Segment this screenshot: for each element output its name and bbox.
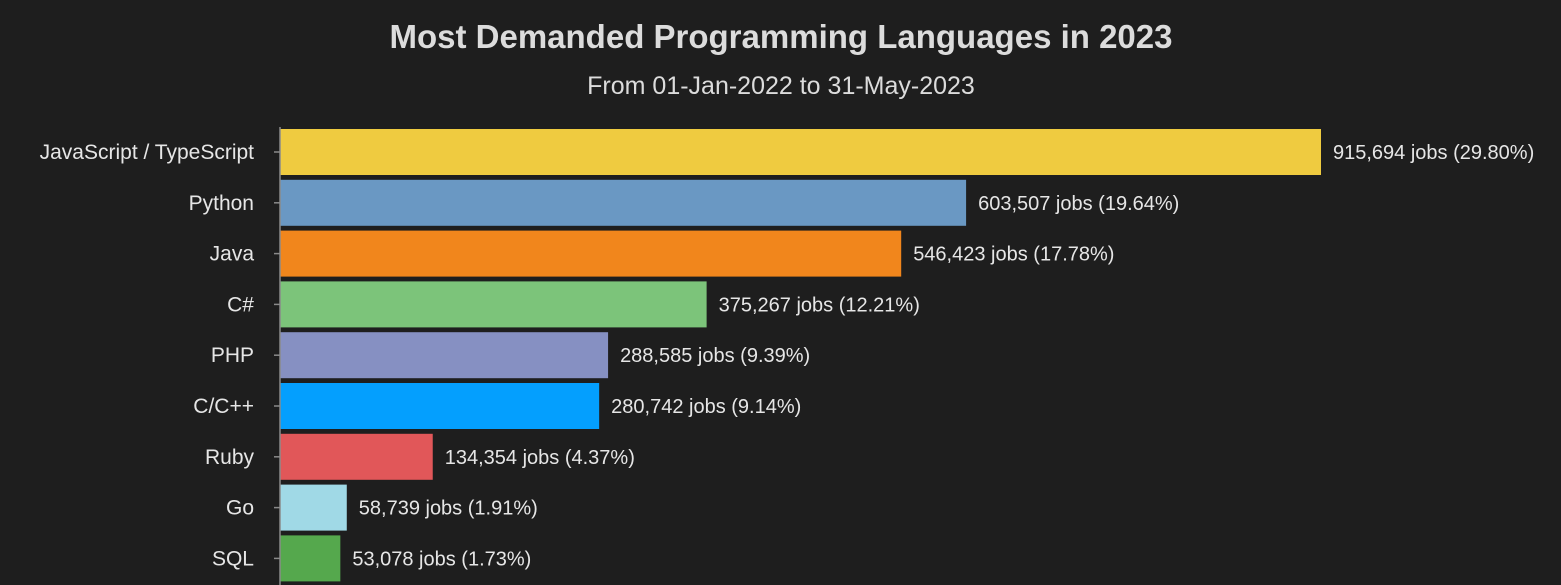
category-label: SQL (212, 547, 254, 570)
data-label: 375,267 jobs (12.21%) (719, 294, 920, 316)
bar-1 (280, 179, 967, 226)
data-label: 288,585 jobs (9.39%) (620, 345, 810, 367)
data-label: 58,739 jobs (1.91%) (359, 498, 538, 520)
bar-5 (280, 383, 600, 429)
category-label: JavaScript / TypeScript (40, 141, 255, 164)
category-label: C# (227, 293, 254, 316)
bar-3 (280, 281, 707, 328)
data-label: 915,694 jobs (29.80%) (1333, 142, 1534, 164)
bar-8 (280, 535, 341, 582)
category-label: Ruby (205, 446, 255, 469)
category-label: Python (189, 192, 254, 215)
data-label: 134,354 jobs (4.37%) (445, 447, 635, 469)
bar-7 (280, 484, 347, 531)
bars-group: JavaScript / TypeScript 915,694 jobs (29.… (40, 129, 1534, 582)
bar-2 (280, 230, 902, 277)
chart-subtitle: From 01-Jan-2022 to 31-May-2023 (587, 72, 975, 100)
data-label: 280,742 jobs (9.14%) (611, 396, 801, 418)
data-label: 603,507 jobs (19.64%) (978, 193, 1179, 215)
bar-4 (280, 332, 609, 379)
category-label: C/C++ (193, 395, 254, 418)
chart-title: Most Demanded Programming Languages in 2… (389, 18, 1172, 55)
category-label: Go (226, 497, 254, 520)
data-label: 546,423 jobs (17.78%) (913, 244, 1114, 266)
bar-0 (280, 129, 1321, 175)
data-label: 53,078 jobs (1.73%) (352, 548, 531, 570)
category-label: Java (210, 243, 255, 266)
category-label: PHP (211, 344, 254, 367)
bar-6 (280, 433, 433, 480)
